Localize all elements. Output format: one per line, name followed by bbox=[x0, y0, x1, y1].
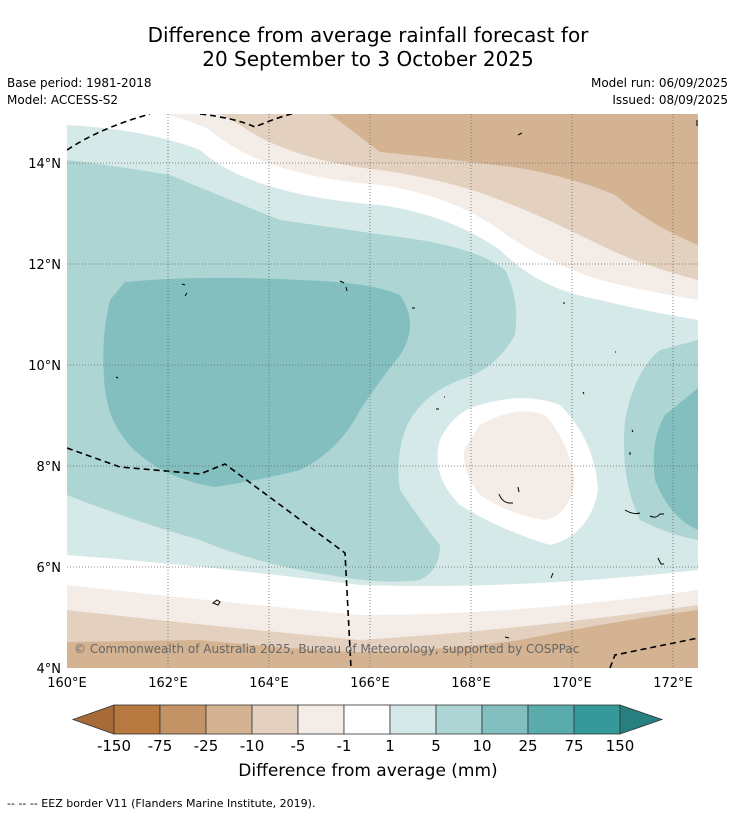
band-10-25 bbox=[103, 277, 410, 487]
lat-axis: 4°N 6°N 8°N 10°N 12°N 14°N bbox=[28, 157, 61, 677]
colorbar-tick-label: 5 bbox=[431, 737, 441, 755]
colorbar-tick-label: 1 bbox=[385, 737, 395, 755]
lon-axis: 160°E 162°E 164°E 166°E 168°E 170°E 172°… bbox=[47, 676, 693, 691]
colorbar-segment bbox=[297, 704, 345, 735]
lon-label: 170°E bbox=[552, 676, 592, 691]
eez-line-central bbox=[67, 447, 352, 668]
island bbox=[504, 636, 510, 639]
eez-line-south-east bbox=[609, 637, 698, 668]
colorbar-tick-label: -150 bbox=[97, 737, 131, 755]
colorbar-segment bbox=[159, 704, 207, 735]
footnote: -- -- -- EEZ border V11 (Flanders Marine… bbox=[7, 797, 316, 810]
colorbar-tick-label: 150 bbox=[606, 737, 635, 755]
colorbar-segment bbox=[573, 704, 621, 735]
lat-label: 4°N bbox=[37, 662, 62, 677]
island bbox=[624, 509, 664, 518]
gridlines bbox=[67, 114, 698, 668]
island bbox=[115, 376, 119, 379]
band-10-25-east bbox=[653, 388, 698, 530]
map-title-line1: Difference from average rainfall forecas… bbox=[147, 23, 589, 47]
island bbox=[657, 557, 664, 565]
lon-label: 162°E bbox=[148, 676, 188, 691]
rainfall-map bbox=[67, 114, 698, 668]
eez-line-north bbox=[199, 114, 295, 128]
colorbar-tick-label: -75 bbox=[148, 737, 173, 755]
island bbox=[550, 572, 554, 579]
colorbar-segment bbox=[343, 704, 391, 735]
lat-label: 6°N bbox=[37, 561, 62, 576]
island bbox=[181, 283, 188, 297]
lon-label: 168°E bbox=[451, 676, 491, 691]
lat-label: 8°N bbox=[37, 460, 62, 475]
colorbar-extend-high bbox=[619, 704, 664, 735]
lon-label: 160°E bbox=[47, 676, 87, 691]
colorbar-segment bbox=[481, 704, 529, 735]
island bbox=[498, 486, 520, 504]
colorbar-tick-label: 25 bbox=[518, 737, 537, 755]
model-name: Model: ACCESS-S2 bbox=[7, 93, 119, 107]
colorbar-segment bbox=[113, 704, 161, 735]
island bbox=[436, 396, 445, 410]
lon-label: 166°E bbox=[350, 676, 390, 691]
colorbar-tick-label: 10 bbox=[472, 737, 491, 755]
dry-bubble-inner bbox=[464, 411, 575, 520]
issued-date: Issued: 08/09/2025 bbox=[612, 93, 728, 107]
colorbar-tick-label: -10 bbox=[240, 737, 265, 755]
colorbar-tick-label: -25 bbox=[194, 737, 219, 755]
eez-borders bbox=[67, 114, 698, 668]
island bbox=[582, 351, 634, 455]
colorbar-title: Difference from average (mm) bbox=[238, 761, 498, 781]
lon-label: 172°E bbox=[653, 676, 693, 691]
band-neg25-neg10-north bbox=[330, 114, 698, 245]
colorbar bbox=[71, 704, 664, 735]
colorbar-segment bbox=[527, 704, 575, 735]
colorbar-extend-low bbox=[71, 704, 115, 735]
colorbar-tick-label: 75 bbox=[564, 737, 583, 755]
lat-label: 10°N bbox=[28, 359, 61, 374]
island bbox=[211, 599, 221, 606]
lat-label: 14°N bbox=[28, 157, 61, 172]
base-period: Base period: 1981-2018 bbox=[7, 76, 152, 90]
colorbar-ticks: -150 -75 -25 -10 -5 -1 1 5 10 25 75 150 bbox=[97, 737, 634, 755]
band-neg25-neg10-south bbox=[67, 610, 698, 668]
colorbar-segment bbox=[389, 704, 437, 735]
lat-label: 12°N bbox=[28, 258, 61, 273]
island bbox=[339, 280, 348, 292]
colorbar-segment bbox=[251, 704, 299, 735]
copyright-notice: © Commonwealth of Australia 2025, Bureau… bbox=[74, 642, 579, 656]
island bbox=[517, 132, 523, 136]
colorbar-tick-label: -5 bbox=[291, 737, 306, 755]
colorbar-segment bbox=[205, 704, 253, 735]
model-run: Model run: 06/09/2025 bbox=[590, 76, 728, 90]
colorbar-tick-label: -1 bbox=[337, 737, 352, 755]
lon-label: 164°E bbox=[249, 676, 289, 691]
colorbar-segment bbox=[435, 704, 483, 735]
islands bbox=[115, 120, 698, 639]
map-title-line2: 20 September to 3 October 2025 bbox=[202, 47, 534, 71]
eez-line-north-west bbox=[67, 114, 151, 151]
